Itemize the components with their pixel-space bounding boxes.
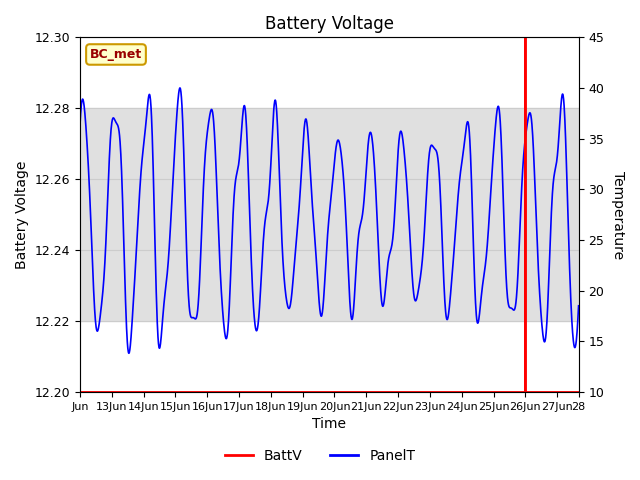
Y-axis label: Temperature: Temperature (611, 171, 625, 259)
Title: Battery Voltage: Battery Voltage (265, 15, 394, 33)
Text: BC_met: BC_met (90, 48, 142, 61)
Legend: BattV, PanelT: BattV, PanelT (220, 443, 420, 468)
Y-axis label: Battery Voltage: Battery Voltage (15, 160, 29, 269)
Bar (80, 108, 579, 321)
X-axis label: Time: Time (312, 418, 346, 432)
